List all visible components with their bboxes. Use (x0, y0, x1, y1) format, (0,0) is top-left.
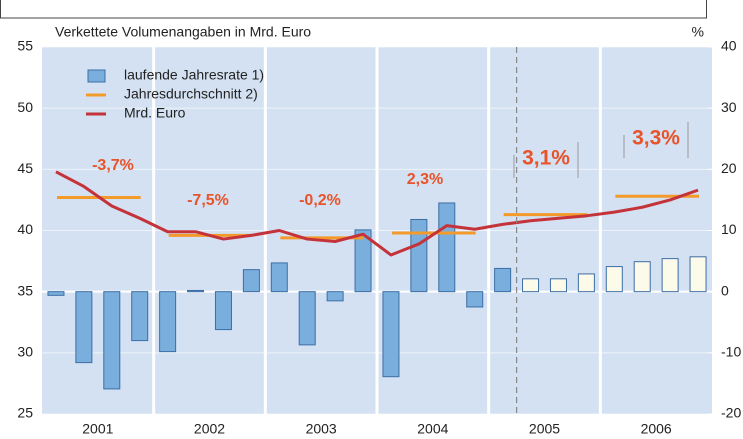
bar (187, 289, 205, 293)
y-tick-label: 40 (17, 221, 33, 237)
x-tick-label: 2004 (417, 421, 448, 437)
y-tick-label: 45 (17, 160, 33, 176)
bar (242, 269, 260, 293)
y2-unit: % (692, 24, 704, 40)
annotation: -3,7% (92, 157, 134, 174)
x-tick-label: 2005 (529, 421, 560, 437)
annotation: 3,3% (632, 127, 680, 150)
bar (522, 278, 540, 293)
bar (689, 256, 707, 293)
bar (131, 291, 149, 342)
y2-tick-label: -20 (721, 405, 741, 421)
header-box (0, 0, 707, 19)
annotation: 2,3% (407, 171, 443, 188)
y-tick-label: 55 (17, 38, 33, 54)
y-tick-label: 50 (17, 99, 33, 115)
y-tick-label: 30 (17, 344, 33, 360)
y2-tick-label: 10 (721, 221, 737, 237)
annotation: -7,5% (187, 192, 229, 209)
bar (75, 291, 93, 364)
legend-swatch (87, 69, 106, 83)
x-tick-label: 2002 (194, 421, 225, 437)
y2-tick-label: -10 (721, 344, 741, 360)
bar (438, 202, 456, 293)
annotation: -0,2% (299, 192, 341, 209)
bar (382, 291, 400, 378)
bar (326, 291, 344, 302)
y2-tick-label: 0 (721, 282, 729, 298)
bar (494, 267, 512, 293)
bar (354, 229, 372, 293)
y2-tick-label: 30 (721, 99, 737, 115)
bar (159, 291, 177, 353)
x-tick-label: 2001 (82, 421, 113, 437)
y2-tick-label: 20 (721, 160, 737, 176)
bar (103, 291, 121, 390)
annotation: 3,1% (522, 147, 570, 170)
bar (410, 218, 428, 293)
x-tick-label: 2006 (641, 421, 672, 437)
bar (577, 273, 595, 293)
x-tick-label: 2003 (306, 421, 337, 437)
y-tick-label: 25 (17, 405, 33, 421)
legend-label: Mrd. Euro (124, 105, 186, 121)
bar (466, 291, 484, 308)
bar (549, 278, 567, 293)
y2-tick-label: 40 (721, 38, 737, 54)
volume-line (55, 170, 699, 257)
bar (661, 258, 679, 293)
subtitle: Verkettete Volumenangaben in Mrd. Euro (55, 24, 311, 40)
legend-label: laufende Jahresrate 1) (124, 67, 264, 83)
bar (605, 266, 623, 293)
y-tick-label: 35 (17, 282, 33, 298)
bar (270, 262, 288, 293)
bar (47, 291, 65, 296)
bar (633, 261, 651, 293)
bar (298, 291, 316, 346)
legend-label: Jahresdurchschnitt 2) (124, 86, 258, 102)
bar (214, 291, 232, 331)
